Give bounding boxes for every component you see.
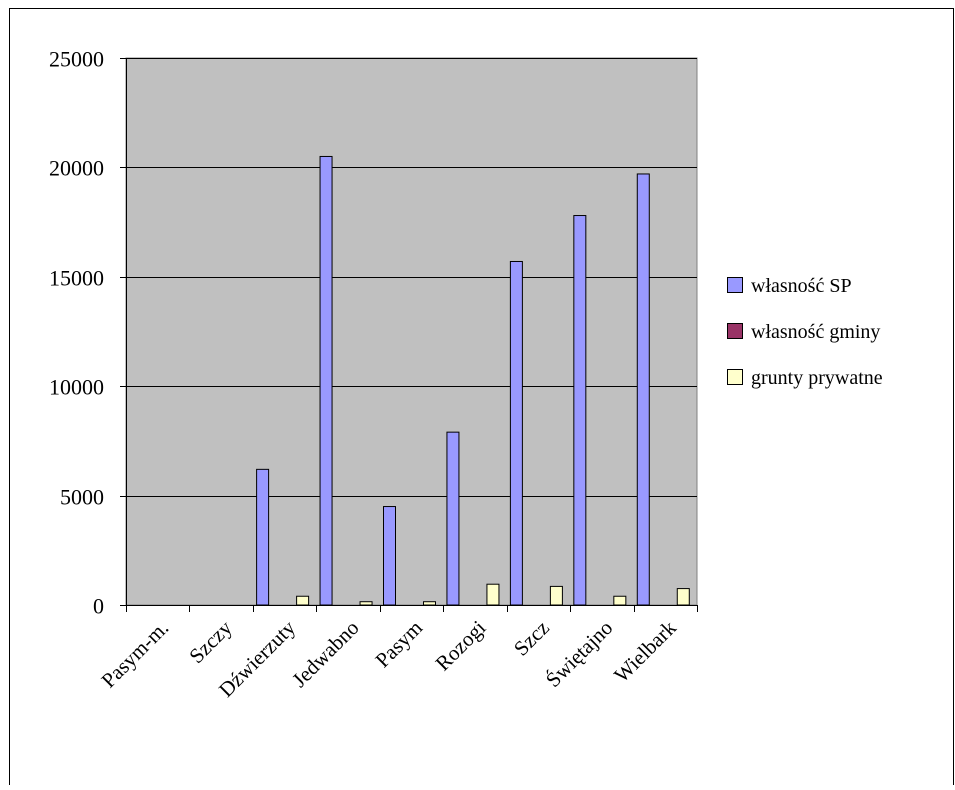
x-tick-label: Jedwabno	[287, 616, 363, 692]
y-tick-label: 5000	[60, 485, 104, 510]
bar-series_sp-4	[383, 506, 396, 606]
x-tick-label: Szcz	[509, 616, 554, 661]
bar-series_private-5	[486, 583, 500, 606]
x-tick-label: Wielbark	[609, 615, 681, 687]
bar-series_private-6	[549, 585, 563, 606]
y-tick-label: 10000	[49, 375, 104, 400]
chart-border	[9, 8, 954, 785]
x-tick-label: Pasym	[370, 616, 427, 673]
y-tick-label: 15000	[49, 266, 104, 291]
y-tick-labels: 0 5000 10000 15000 20000 25000	[49, 47, 104, 619]
bar-series_private-2	[296, 595, 310, 606]
legend-swatch	[727, 369, 743, 385]
bar-series_sp-5	[446, 431, 460, 606]
x-tick-label: Pasym-m.	[96, 616, 173, 693]
legend-swatch	[727, 323, 743, 339]
x-tick-label: Świętajno	[541, 616, 617, 692]
bar-series_sp-3	[319, 155, 333, 606]
bar-series_private-4	[423, 601, 436, 606]
bar-series_private-7	[613, 595, 627, 606]
y-tick-label: 0	[93, 594, 104, 619]
legend-label: własność gminy	[751, 321, 880, 343]
y-tick-label: 20000	[49, 156, 104, 181]
legend-swatch	[727, 277, 743, 293]
bars	[256, 155, 690, 606]
bar-series_sp-7	[573, 215, 587, 606]
bar-series_sp-2	[256, 468, 270, 606]
plot-area	[125, 57, 698, 606]
bar-series_sp-6	[509, 260, 523, 606]
legend: własność SP własność gminy grunty prywatne	[727, 275, 883, 389]
gridlines	[126, 58, 697, 497]
bar-series_private-8	[676, 588, 690, 606]
legend-label: własność SP	[751, 275, 852, 297]
x-tick-label: Rozogi	[431, 615, 491, 675]
y-tick-label: 25000	[49, 47, 104, 72]
axes	[120, 58, 698, 612]
bar-series_private-3	[359, 601, 373, 606]
x-tick-label: Szczy	[184, 615, 237, 668]
legend-label: grunty prywatne	[751, 367, 883, 389]
bar-series_sp-8	[636, 173, 650, 606]
